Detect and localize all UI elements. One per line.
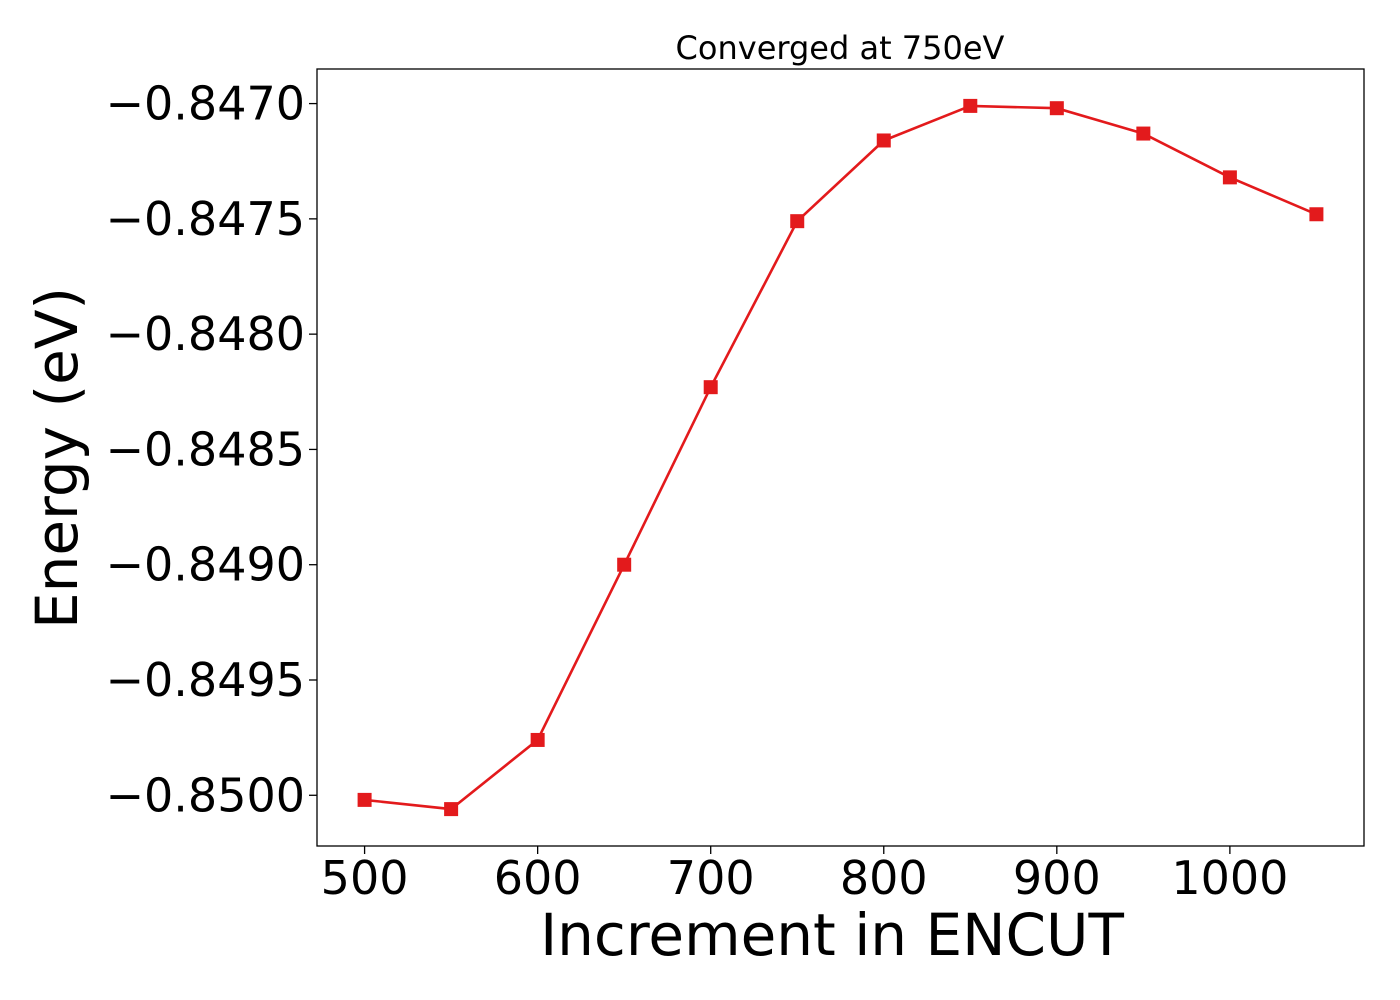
y-axis: −0.8500 −0.8495 −0.8490 −0.8485 −0.8480 −0.84…: [106, 77, 317, 822]
y-tick-label: −0.8475: [106, 192, 306, 246]
data-point-marker: [617, 557, 632, 572]
data-point-marker: [876, 133, 891, 148]
x-tick-label: 700: [667, 851, 755, 905]
y-tick-label: −0.8500: [106, 768, 306, 822]
x-tick-label: 900: [1013, 851, 1101, 905]
data-point-marker: [790, 214, 805, 229]
x-tick-label: 600: [494, 851, 582, 905]
x-axis-title: Increment in ENCUT: [540, 901, 1124, 969]
data-point-marker: [963, 98, 978, 113]
y-tick-label: −0.8495: [106, 653, 306, 707]
data-point-marker: [1309, 207, 1324, 222]
y-tick-label: −0.8480: [106, 307, 306, 361]
data-point-marker: [530, 732, 545, 747]
series-line: [364, 104, 1317, 811]
data-point-marker: [1049, 101, 1064, 116]
x-tick-label: 800: [840, 851, 928, 905]
y-axis-title: Energy (eV): [23, 287, 91, 629]
x-axis: 500 600 700 800 900 1000: [321, 846, 1288, 905]
data-point-marker: [1222, 170, 1237, 185]
x-tick-label: 1000: [1171, 851, 1288, 905]
y-tick-label: −0.8490: [106, 538, 306, 592]
y-tick-label: −0.8485: [106, 422, 306, 476]
x-tick-label: 500: [321, 851, 409, 905]
series-layer: [357, 98, 1324, 817]
y-tick-label: −0.8470: [106, 77, 306, 131]
data-point-marker: [703, 380, 718, 395]
data-point-marker: [444, 802, 459, 817]
chart-title: Converged at 750eV: [676, 29, 1005, 67]
data-point-marker: [357, 792, 372, 807]
plot-area-frame: [316, 68, 1365, 847]
data-point-marker: [1136, 126, 1151, 141]
